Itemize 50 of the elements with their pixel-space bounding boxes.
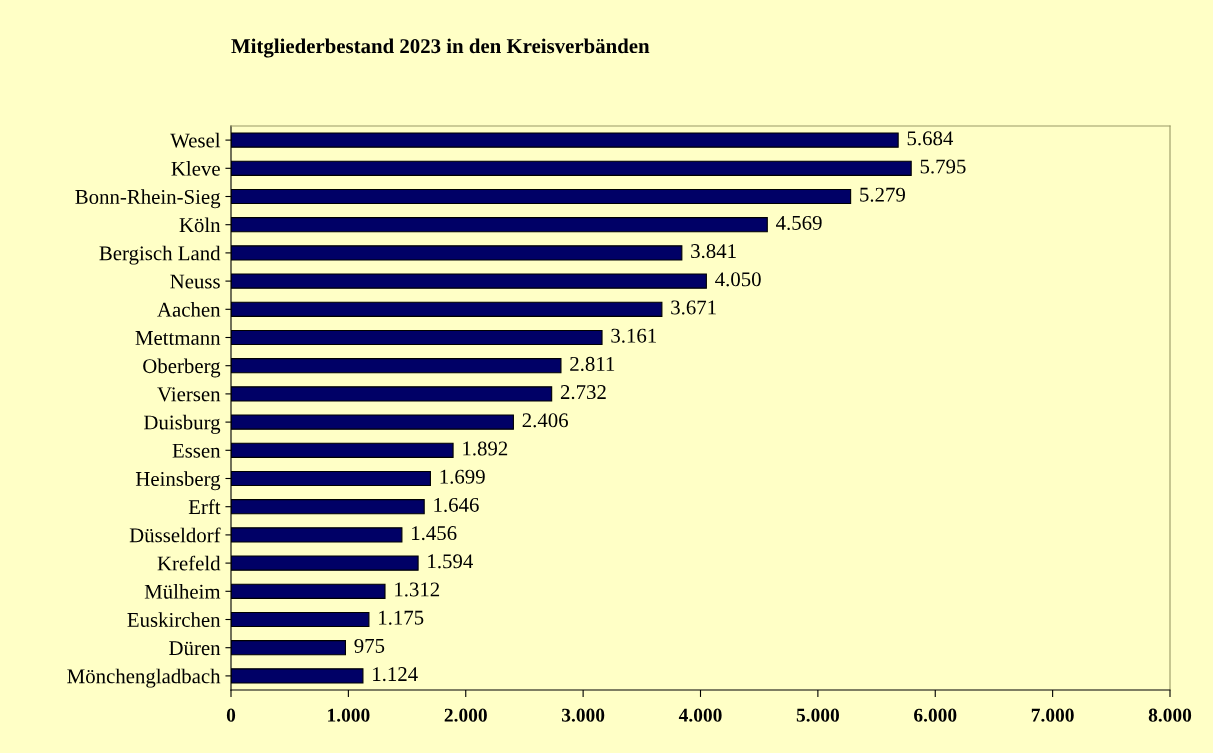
- y-tick-label: Aachen: [157, 302, 221, 317]
- data-label: 1.699: [440, 469, 485, 484]
- data-label: 1.312: [395, 582, 440, 597]
- y-tick-label: Heinsberg: [135, 471, 221, 491]
- data-label: 2.811: [570, 356, 615, 372]
- data-label: 3.671: [671, 300, 716, 315]
- x-tick-label: 6.000: [914, 708, 957, 722]
- x-tick-label: 8.000: [1148, 708, 1192, 722]
- x-tick-label: 5.000: [796, 708, 840, 722]
- y-tick-label: Mönchengladbach: [67, 668, 221, 688]
- y-tick-label: Erft: [188, 499, 221, 515]
- data-label: 1.892: [463, 441, 508, 456]
- data-label: 1.594: [428, 554, 473, 569]
- data-label: 2.406: [522, 413, 568, 428]
- data-label: 4.050: [715, 272, 761, 287]
- y-tick-label: Düsseldorf: [129, 527, 221, 543]
- y-tick-label: Mettmann: [135, 331, 221, 345]
- y-tick-label: Essen: [172, 443, 221, 458]
- x-tick-label: 0: [226, 708, 236, 722]
- y-tick-label: Kleve: [171, 161, 220, 176]
- y-tick-label: Köln: [179, 217, 221, 233]
- y-tick-label: Euskirchen: [127, 612, 221, 627]
- y-tick-label: Duisburg: [144, 414, 221, 434]
- data-label: 1.124: [373, 667, 418, 682]
- x-tick-label: 2.000: [444, 708, 487, 722]
- y-tick-label: Viersen: [157, 387, 221, 402]
- data-label: 2.732: [560, 385, 606, 400]
- data-label: 3.161: [611, 328, 656, 343]
- data-label: 1.646: [434, 497, 479, 513]
- y-tick-label: Wesel: [170, 132, 221, 148]
- data-label: 5.684: [907, 131, 954, 146]
- data-label: 1.456: [412, 526, 457, 541]
- x-tick-label: 7.000: [1031, 708, 1074, 722]
- x-tick-label: 4.000: [678, 708, 722, 722]
- y-tick-label: Bonn-Rhein-Sieg: [75, 189, 221, 209]
- data-label: 4.569: [776, 215, 822, 231]
- y-tick-label: Krefeld: [157, 555, 221, 571]
- chart-title: Mitgliederbestand 2023 in den Kreisverbänden: [231, 38, 650, 58]
- y-tick-label: Bergisch Land: [99, 245, 221, 265]
- data-label: 975: [354, 638, 385, 653]
- data-label: 5.279: [860, 187, 905, 202]
- y-tick-label: Düren: [169, 641, 221, 656]
- y-tick-label: Oberberg: [143, 358, 221, 378]
- y-tick-label: Neuss: [170, 274, 220, 289]
- data-label: 3.841: [691, 244, 736, 259]
- y-tick-label: Mülheim: [144, 584, 221, 599]
- data-label: 5.795: [920, 159, 966, 174]
- x-tick-label: 1.000: [328, 708, 370, 722]
- data-label: 1.175: [379, 610, 424, 625]
- x-tick-label: 3.000: [561, 708, 605, 722]
